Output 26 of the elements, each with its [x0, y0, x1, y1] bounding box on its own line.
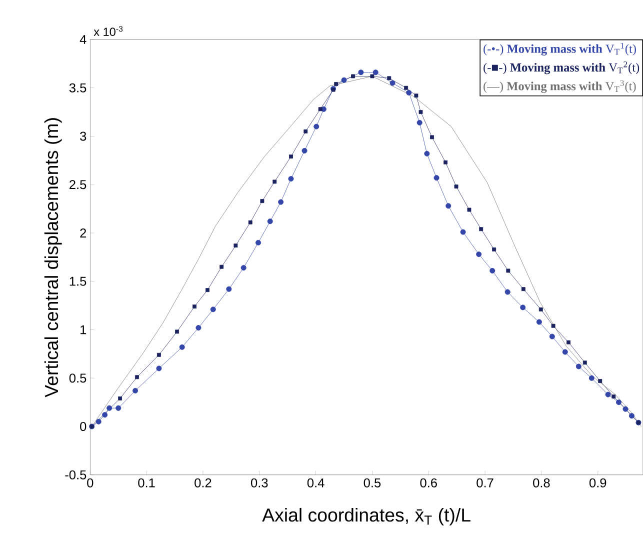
x-tick-label: 0.5	[364, 478, 381, 488]
x-tick-label: 0.9	[589, 478, 606, 488]
x-tick-label: 0.2	[194, 478, 212, 488]
y-tick-label: 4	[80, 35, 86, 44]
y-tick-label: 1	[80, 325, 86, 334]
x-tick-label: 0.1	[138, 478, 155, 488]
x-tick-label: 0.6	[420, 478, 437, 488]
y-tick-label: 1.5	[70, 276, 86, 286]
y-tick-label: -0.5	[65, 470, 86, 480]
x-axis-title: Axial coordinates, x̄$_{T}$ (t)/L	[262, 508, 470, 526]
y-tick-label: 0	[80, 422, 86, 432]
y-tick-label: 0.5	[69, 374, 86, 383]
y-tick-label: 2	[80, 228, 86, 238]
text: x 10$^{-3}$	[94, 26, 123, 36]
x-tick-label: 0.8	[533, 478, 550, 488]
x-tick-label: 0.7	[476, 478, 494, 488]
text: (-■-) Moving mass with V$_{T}$$^{2}$(t)	[484, 62, 640, 74]
y-tick-label: 2.5	[70, 180, 86, 190]
y-tick-label: 3	[80, 132, 86, 141]
y-tick-label: 3.5	[69, 83, 86, 92]
text: (—) Moving mass with V$_{T}$$^{3}$(t)	[484, 80, 636, 93]
x-tick-label: 0	[87, 478, 94, 488]
y-axis-title: Vertical central displacements (m)	[44, 118, 62, 398]
x-tick-label: 0.3	[250, 478, 268, 488]
x-tick-label: 0.4	[307, 478, 324, 488]
text: (-•-) Moving mass with V$_{T}$$^{1}$(t)	[484, 42, 636, 56]
